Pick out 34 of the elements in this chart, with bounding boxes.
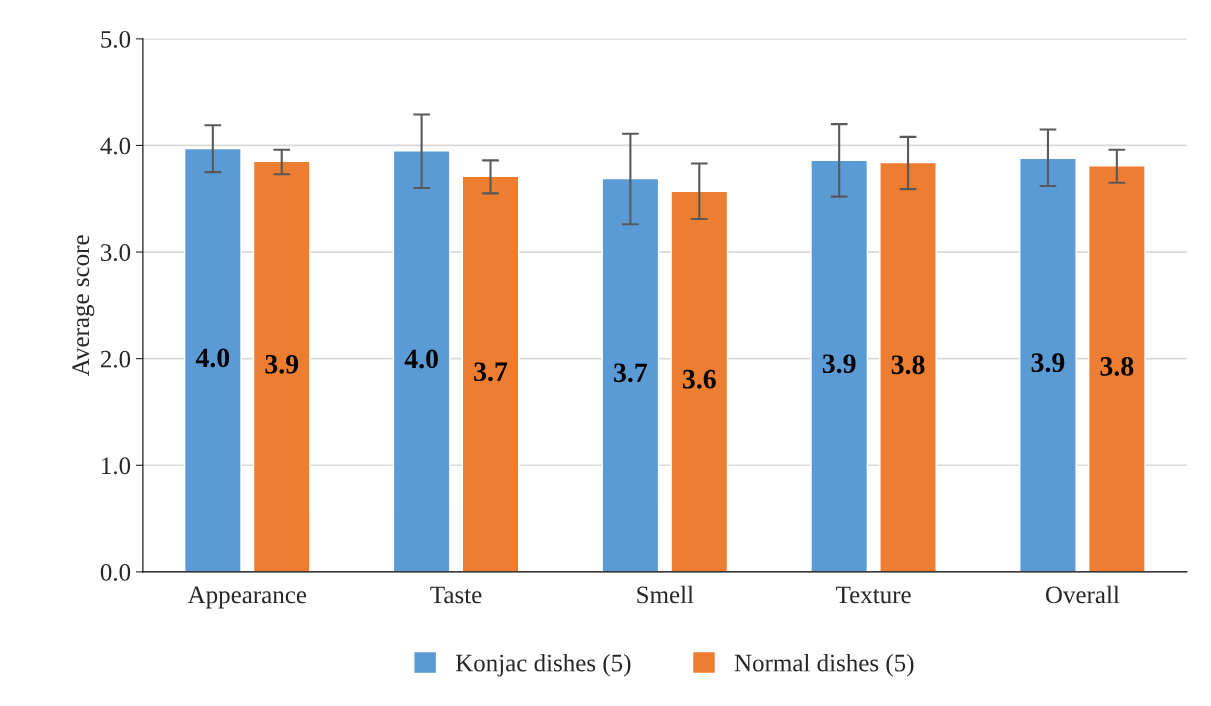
y-axis-title: Average score (72, 235, 95, 377)
bar (1019, 157, 1077, 572)
y-tick-label: 1.0 (102, 457, 131, 475)
data-label: 3.9 (265, 354, 299, 374)
legend-label: Normal dishes (5) (734, 653, 914, 677)
y-tick-label: 2.0 (100, 350, 131, 368)
y-tick-label: 4.0 (100, 137, 131, 155)
data-label: 3.6 (682, 369, 716, 389)
data-label: 3.7 (474, 362, 508, 382)
y-tick-label: 3.0 (101, 244, 131, 262)
data-label: 3.9 (1031, 353, 1065, 373)
data-label: 3.8 (1100, 356, 1134, 376)
x-tick-label: Appearance (187, 586, 307, 609)
data-label: 3.8 (891, 355, 925, 375)
bar (670, 190, 729, 572)
data-label: 4.0 (195, 348, 230, 368)
bar (879, 161, 937, 572)
y-tick-label: 0.0 (100, 563, 131, 581)
x-tick-label: Texture (836, 586, 911, 604)
bar (601, 177, 660, 572)
x-tick-label: Taste (430, 586, 482, 604)
bar (183, 147, 242, 572)
data-label: 4.0 (404, 349, 438, 369)
bar (810, 159, 869, 572)
x-tick-label: Smell (637, 585, 694, 604)
bar (1087, 164, 1146, 572)
data-label: 3.9 (822, 354, 856, 374)
y-tick-label: 5.0 (101, 30, 131, 48)
bar (392, 150, 451, 572)
data-label: 3.7 (614, 363, 648, 383)
legend-label: Konjac dishes (5) (455, 653, 631, 677)
bar (252, 160, 311, 572)
x-tick-label: Overall (1045, 585, 1120, 604)
bar (461, 175, 520, 572)
